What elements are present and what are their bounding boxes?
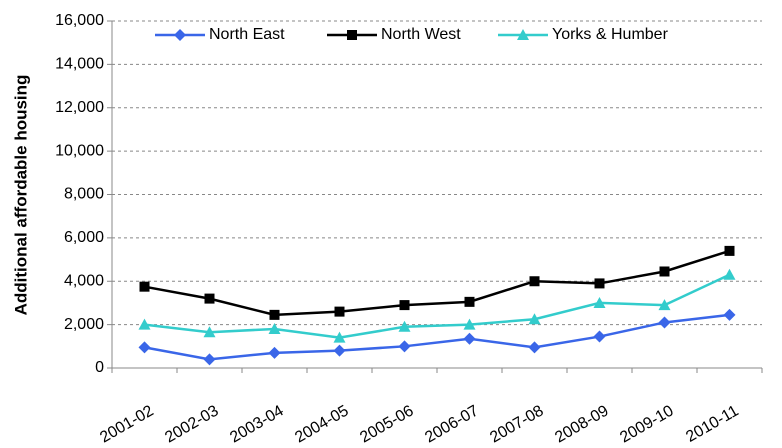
legend-label: Yorks & Humber	[552, 26, 669, 43]
marker	[174, 29, 186, 41]
marker	[268, 322, 281, 334]
marker	[528, 313, 541, 325]
y-tick-label: 12,000	[55, 99, 104, 116]
y-tick-label: 16,000	[55, 12, 104, 29]
legend-label: North East	[209, 26, 285, 43]
x-tick-label: 2009-10	[617, 402, 676, 446]
marker	[528, 341, 541, 354]
y-tick-label: 14,000	[55, 56, 104, 73]
marker	[138, 341, 151, 354]
x-tick-label: 2007-08	[487, 402, 546, 446]
y-tick-label: 8,000	[64, 186, 104, 203]
x-tick-label: 2002-03	[162, 402, 221, 446]
marker	[333, 344, 346, 357]
marker	[464, 296, 475, 307]
series-line	[144, 273, 731, 339]
marker	[723, 268, 736, 280]
marker	[203, 353, 216, 366]
x-tick-label: 2008-09	[552, 402, 611, 446]
marker	[658, 316, 671, 329]
marker	[269, 309, 280, 320]
marker	[398, 320, 411, 332]
marker	[517, 29, 529, 40]
marker	[658, 299, 671, 311]
marker	[724, 245, 735, 256]
x-tick-label: 2005-06	[357, 402, 416, 446]
series-line	[144, 249, 730, 317]
y-axis-label: Additional affordable housing	[11, 75, 30, 316]
x-tick-label: 2004-05	[292, 402, 351, 446]
marker	[659, 266, 670, 277]
marker	[333, 331, 346, 343]
marker	[723, 308, 736, 321]
x-tick-label: 2003-04	[227, 402, 286, 446]
legend-label: North West	[381, 26, 461, 43]
marker	[203, 326, 216, 338]
series-line	[144, 313, 730, 361]
marker	[398, 340, 411, 353]
marker	[594, 278, 605, 289]
y-tick-label: 2,000	[64, 316, 104, 333]
marker	[138, 318, 151, 330]
marker	[399, 300, 410, 311]
marker	[463, 318, 476, 330]
marker	[593, 296, 606, 308]
x-tick-label: 2006-07	[422, 402, 481, 446]
y-tick-label: 10,000	[55, 142, 104, 159]
marker	[593, 330, 606, 343]
marker	[347, 30, 357, 40]
y-tick-label: 4,000	[64, 272, 104, 289]
y-tick-label: 0	[95, 359, 104, 376]
x-tick-label: 2001-02	[97, 402, 156, 446]
marker	[268, 346, 281, 359]
x-tick-label: 2010-11	[683, 402, 741, 446]
marker	[204, 293, 215, 304]
marker	[334, 306, 345, 317]
marker	[139, 281, 150, 292]
y-tick-label: 6,000	[64, 229, 104, 246]
marker	[529, 276, 540, 287]
marker	[463, 332, 476, 345]
